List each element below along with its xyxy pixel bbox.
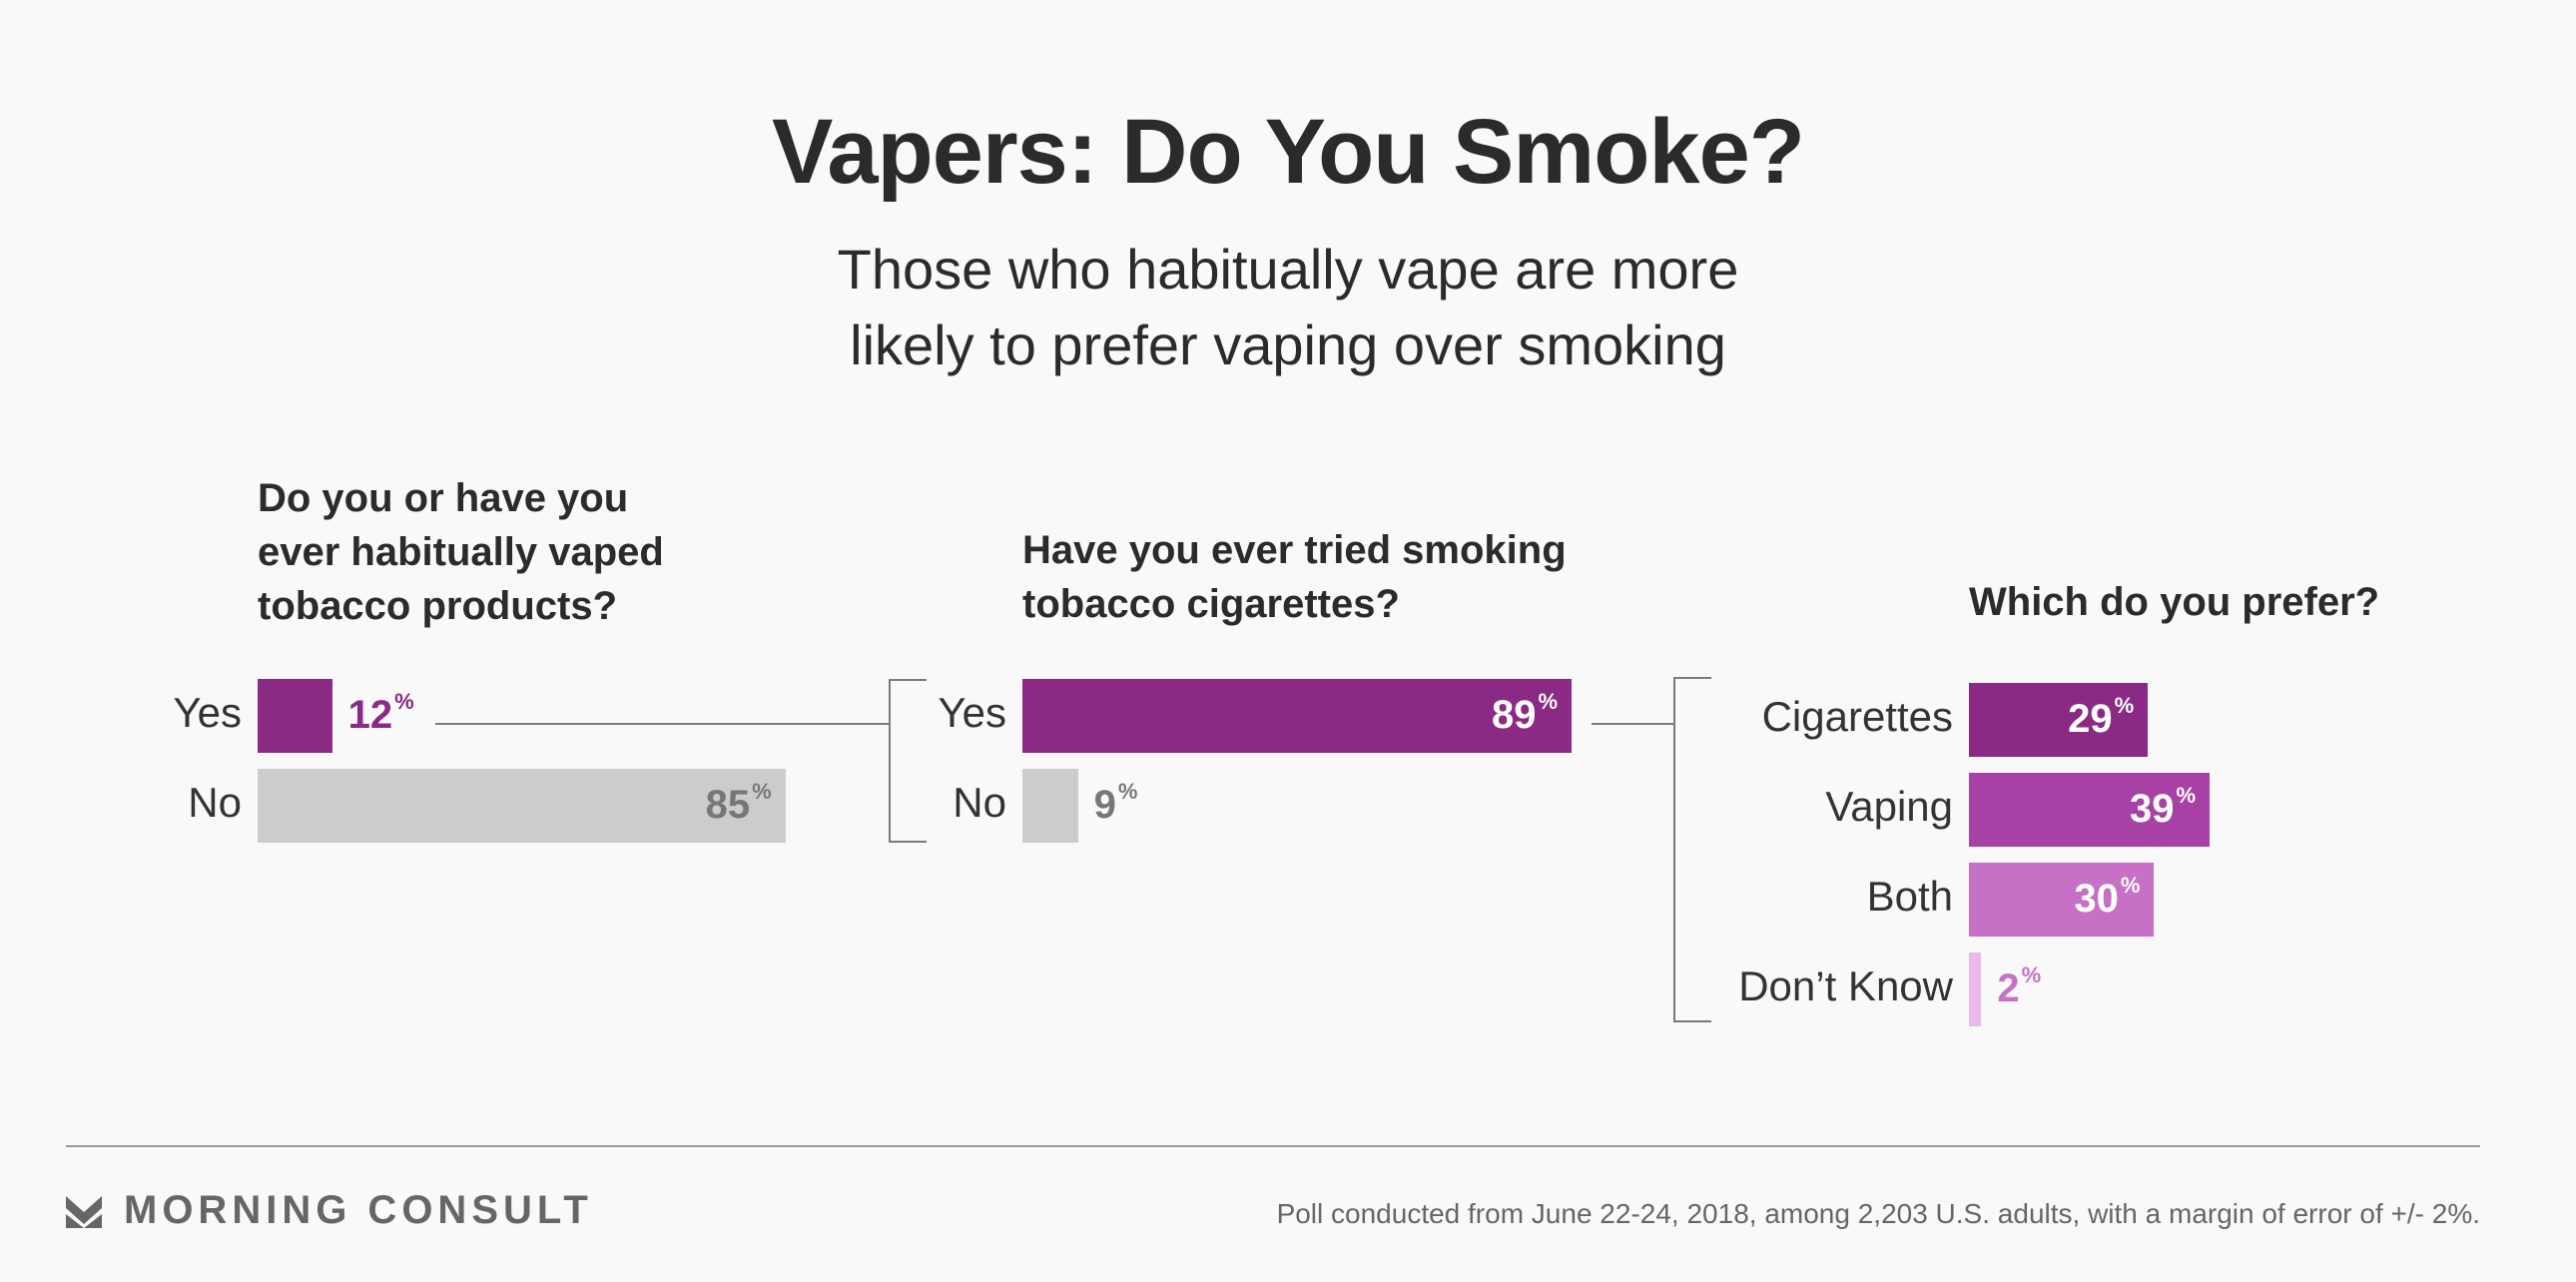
category-label-prefer-cigarettes: Cigarettes [1761, 693, 1953, 740]
value-label-smoked-no: 9% [1093, 779, 1138, 827]
question-prefer: Which do you prefer? [1969, 575, 2379, 629]
bar-smoked-no [1022, 769, 1078, 843]
category-label-smoked-yes: Yes [938, 689, 1006, 736]
bracket-panel2-bottom [889, 841, 927, 843]
bracket-panel3-vertical [1673, 677, 1675, 1022]
question-vaped-line-1: Do you or have you [258, 476, 629, 520]
poll-footnote: Poll conducted from June 22-24, 2018, am… [1276, 1198, 2480, 1229]
value-label-prefer-both: 30% [2074, 873, 2141, 921]
bar-vaped-no [258, 769, 786, 843]
bracket-panel2-top [889, 679, 927, 681]
bar-prefer-cigarettes [1969, 683, 2149, 757]
bar-vaped-yes [258, 679, 332, 753]
question-smoked-line-1: Have you ever tried smoking [1022, 528, 1567, 572]
question-smoked-line-2: tobacco cigarettes? [1022, 582, 1400, 626]
connector-yes-to-panel2 [435, 723, 889, 725]
bar-smoked-yes [1022, 679, 1573, 753]
chart-title: Vapers: Do You Smoke? [772, 101, 1805, 203]
category-label-prefer-both: Both [1866, 873, 1953, 920]
category-label-vaped-no: No [188, 779, 242, 826]
value-label-prefer-cigarettes: 29% [2068, 693, 2135, 741]
category-label-smoked-no: No [953, 779, 1006, 826]
bar-prefer-vaping [1969, 773, 2211, 847]
bracket-panel3-bottom [1673, 1020, 1711, 1022]
value-label-vaped-no: 85% [705, 779, 772, 827]
question-vaped-line-2: ever habitually vaped [258, 530, 664, 574]
bar-prefer-don-t-know [1969, 953, 1982, 1026]
question-vaped-line-3: tobacco products? [258, 584, 618, 628]
value-label-vaped-yes: 12% [347, 689, 414, 737]
connector-yes-to-panel3 [1592, 723, 1673, 725]
category-label-vaped-yes: Yes [173, 689, 242, 736]
question-vaped: Do you or have you ever habitually vaped… [258, 471, 664, 633]
subtitle-line-1: Those who habitually vape are more [837, 238, 1739, 301]
value-label-smoked-yes: 89% [1491, 689, 1559, 737]
subtitle-line-2: likely to prefer vaping over smoking [850, 314, 1726, 376]
bracket-panel3-top [1673, 677, 1711, 679]
question-prefer-line-1: Which do you prefer? [1969, 580, 2380, 624]
category-label-prefer-don-t-know: Don’t Know [1738, 962, 1953, 1009]
value-label-prefer-vaping: 39% [2129, 783, 2197, 831]
value-label-prefer-don-t-know: 2% [1997, 962, 2042, 1010]
bar-prefer-both [1969, 863, 2155, 937]
bracket-panel2-vertical [889, 679, 891, 843]
brand-name: MORNING CONSULT [124, 1188, 593, 1232]
question-smoked: Have you ever tried smoking tobacco ciga… [1022, 523, 1567, 631]
chart-subtitle: Those who habitually vape are more likel… [639, 232, 1937, 383]
morning-consult-logo-icon [66, 1196, 102, 1228]
category-label-prefer-vaping: Vaping [1825, 783, 1953, 830]
footer-divider [66, 1145, 2480, 1147]
